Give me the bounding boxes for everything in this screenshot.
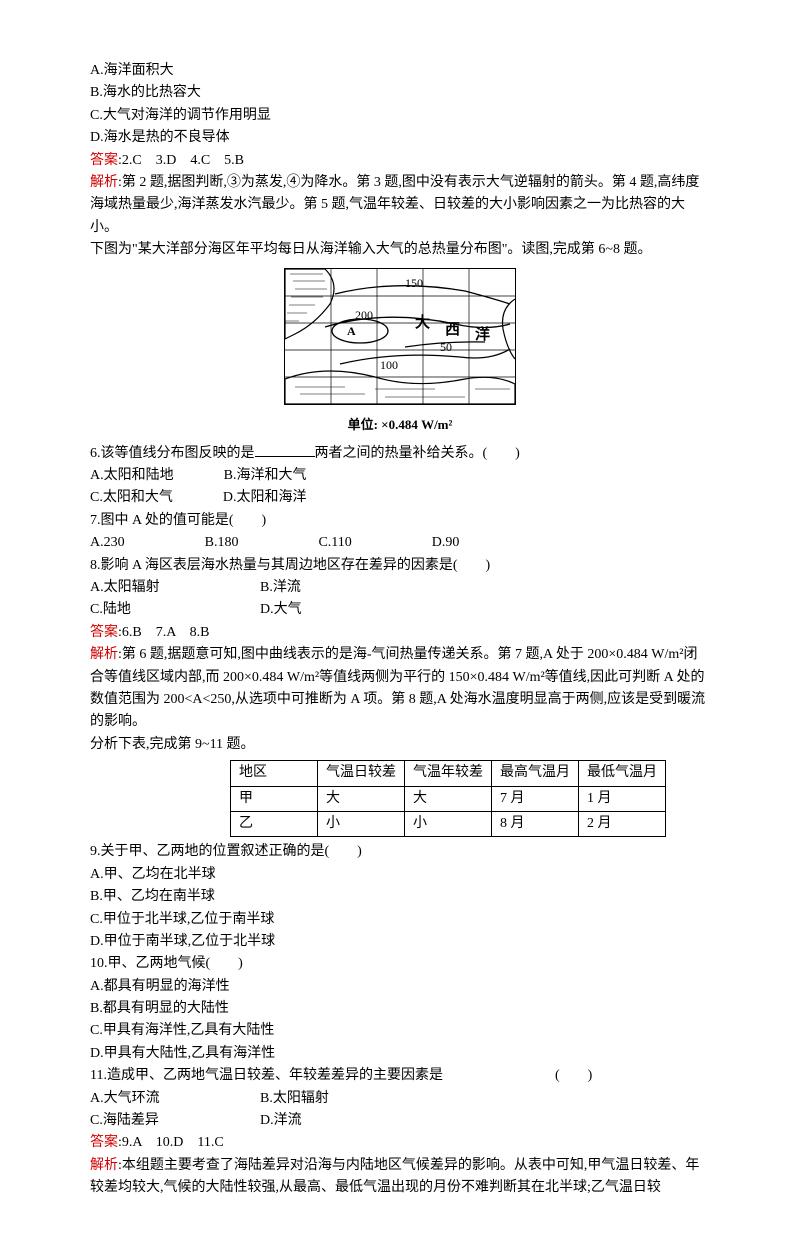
q10-opt-d: D.甲具有大陆性,乙具有海洋性 xyxy=(90,1043,710,1065)
q9-opt-d: D.甲位于南半球,乙位于北半球 xyxy=(90,931,710,953)
q8-opt-a: A.太阳辐射 xyxy=(90,577,210,599)
th: 地区 xyxy=(231,761,318,786)
q9-opt-a: A.甲、乙均在北半球 xyxy=(90,864,710,886)
q10-opt-b: B.都具有明显的大陆性 xyxy=(90,998,710,1020)
diagram-container: 150 200 A 50 100 大 西 洋 单位: ×0.484 W/m² xyxy=(90,268,710,436)
fill-blank xyxy=(255,442,315,457)
q10-stem: 10.甲、乙两地气候( ) xyxy=(90,953,710,975)
explain-3: 解析:本组题主要考查了海陆差异对沿海与内陆地区气候差异的影响。从表中可知,甲气温… xyxy=(90,1155,710,1200)
td: 7 月 xyxy=(492,786,579,811)
td: 8 月 xyxy=(492,811,579,836)
q6-opt-c: C.太阳和大气 xyxy=(90,487,173,509)
th: 气温年较差 xyxy=(405,761,492,786)
q11-opt-c: C.海陆差异 xyxy=(90,1110,210,1132)
td: 大 xyxy=(318,786,405,811)
ocean-label: 西 xyxy=(445,321,460,338)
answer-text: :6.B 7.A 8.B xyxy=(118,625,209,640)
answer-1: 答案:2.C 3.D 4.C 5.B xyxy=(90,150,710,172)
td: 1 月 xyxy=(579,786,666,811)
td: 2 月 xyxy=(579,811,666,836)
explain-label: 解析 xyxy=(90,1158,118,1173)
explain-label: 解析 xyxy=(90,175,118,190)
q8-opts-row2: C.陆地 D.大气 xyxy=(90,599,710,621)
q9-stem: 9.关于甲、乙两地的位置叙述正确的是( ) xyxy=(90,841,710,863)
q6-stem: 6.该等值线分布图反映的是两者之间的热量补给关系。( ) xyxy=(90,442,710,465)
answer-label: 答案 xyxy=(90,625,118,640)
explain-text: :本组题主要考查了海陆差异对沿海与内陆地区气候差异的影响。从表中可知,甲气温日较… xyxy=(90,1158,699,1195)
q11-stem: 11.造成甲、乙两地气温日较差、年较差差异的主要因素是 ( ) xyxy=(90,1065,710,1087)
q6-opts-row2: C.太阳和大气 D.太阳和海洋 xyxy=(90,487,710,509)
td: 小 xyxy=(318,811,405,836)
answer-label: 答案 xyxy=(90,1135,118,1150)
q6-opt-b: B.海洋和大气 xyxy=(224,465,307,487)
q11-opt-a: A.大气环流 xyxy=(90,1088,210,1110)
q11-opt-b: B.太阳辐射 xyxy=(260,1088,329,1110)
q9-opt-c: C.甲位于北半球,乙位于南半球 xyxy=(90,909,710,931)
answer-label: 答案 xyxy=(90,153,118,168)
table-header-row: 地区 气温日较差 气温年较差 最高气温月 最低气温月 xyxy=(231,761,666,786)
q10-opt-c: C.甲具有海洋性,乙具有大陆性 xyxy=(90,1020,710,1042)
answer-2: 答案:6.B 7.A 8.B xyxy=(90,622,710,644)
opt-b: B.海水的比热容大 xyxy=(90,82,710,104)
td: 大 xyxy=(405,786,492,811)
ocean-label: 大 xyxy=(415,313,430,331)
q7-opt-b: B.180 xyxy=(205,532,239,554)
intro-3: 分析下表,完成第 9~11 题。 xyxy=(90,734,710,756)
td: 乙 xyxy=(231,811,318,836)
q7-opt-d: D.90 xyxy=(432,532,460,554)
answer-3: 答案:9.A 10.D 11.C xyxy=(90,1132,710,1154)
q7-opt-a: A.230 xyxy=(90,532,125,554)
opt-a: A.海洋面积大 xyxy=(90,60,710,82)
th: 气温日较差 xyxy=(318,761,405,786)
opt-c: C.大气对海洋的调节作用明显 xyxy=(90,105,710,127)
table-row: 乙 小 小 8 月 2 月 xyxy=(231,811,666,836)
explain-1: 解析:第 2 题,据图判断,③为蒸发,④为降水。第 3 题,图中没有表示大气逆辐… xyxy=(90,172,710,239)
iso-label: 150 xyxy=(405,276,423,290)
q10-opt-a: A.都具有明显的海洋性 xyxy=(90,976,710,998)
q6-opts-row1: A.太阳和陆地 B.海洋和大气 xyxy=(90,465,710,487)
point-a-label: A xyxy=(347,324,356,338)
ocean-heat-diagram: 150 200 A 50 100 大 西 洋 xyxy=(284,268,516,405)
q6-opt-d: D.太阳和海洋 xyxy=(223,487,307,509)
q8-opt-b: B.洋流 xyxy=(260,577,301,599)
explain-text: :第 2 题,据图判断,③为蒸发,④为降水。第 3 题,图中没有表示大气逆辐射的… xyxy=(90,175,699,235)
opt-d: D.海水是热的不良导体 xyxy=(90,127,710,149)
q8-opt-d: D.大气 xyxy=(260,599,302,621)
th: 最高气温月 xyxy=(492,761,579,786)
table-row: 甲 大 大 7 月 1 月 xyxy=(231,786,666,811)
ocean-label: 洋 xyxy=(475,325,490,343)
iso-label: 100 xyxy=(380,358,398,372)
q7-stem: 7.图中 A 处的值可能是( ) xyxy=(90,510,710,532)
iso-label: 200 xyxy=(355,308,373,322)
iso-label: 50 xyxy=(440,340,452,354)
answer-text: :2.C 3.D 4.C 5.B xyxy=(118,153,244,168)
climate-table: 地区 气温日较差 气温年较差 最高气温月 最低气温月 甲 大 大 7 月 1 月… xyxy=(230,760,666,837)
q8-opt-c: C.陆地 xyxy=(90,599,210,621)
diagram-caption: 单位: ×0.484 W/m² xyxy=(90,415,710,436)
explain-label: 解析 xyxy=(90,647,118,662)
q9-opt-b: B.甲、乙均在南半球 xyxy=(90,886,710,908)
q11-opt-d: D.洋流 xyxy=(260,1110,302,1132)
th: 最低气温月 xyxy=(579,761,666,786)
answer-text: :9.A 10.D 11.C xyxy=(118,1135,224,1150)
q11-opts-row1: A.大气环流 B.太阳辐射 xyxy=(90,1088,710,1110)
explain-2: 解析:第 6 题,据题意可知,图中曲线表示的是海-气间热量传递关系。第 7 题,… xyxy=(90,644,710,734)
td: 甲 xyxy=(231,786,318,811)
td: 小 xyxy=(405,811,492,836)
q8-opts-row1: A.太阳辐射 B.洋流 xyxy=(90,577,710,599)
q7-opts: A.230 B.180 C.110 D.90 xyxy=(90,532,710,554)
explain-text: :第 6 题,据题意可知,图中曲线表示的是海-气间热量传递关系。第 7 题,A … xyxy=(90,647,705,729)
intro-2: 下图为"某大洋部分海区年平均每日从海洋输入大气的总热量分布图"。读图,完成第 6… xyxy=(90,239,710,261)
q11-opts-row2: C.海陆差异 D.洋流 xyxy=(90,1110,710,1132)
q6-opt-a: A.太阳和陆地 xyxy=(90,465,174,487)
q8-stem: 8.影响 A 海区表层海水热量与其周边地区存在差异的因素是( ) xyxy=(90,555,710,577)
q7-opt-c: C.110 xyxy=(318,532,351,554)
